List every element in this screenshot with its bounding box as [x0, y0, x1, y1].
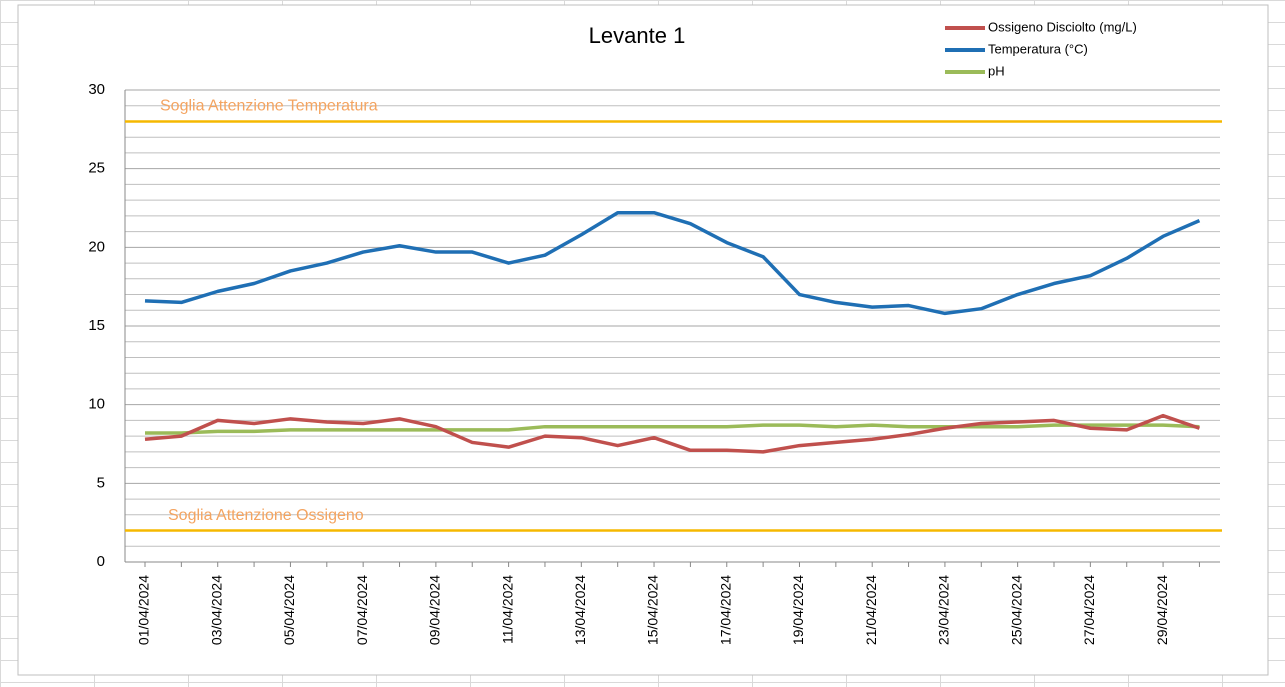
x-tick-label: 25/04/2024 [1008, 575, 1024, 645]
chart-title: Levante 1 [589, 23, 686, 48]
legend-label: Temperatura (°C) [988, 41, 1088, 56]
chart-area [17, 4, 1269, 676]
legend-label: pH [988, 63, 1005, 78]
y-tick-label: 10 [88, 396, 105, 413]
x-tick-label: 03/04/2024 [208, 575, 224, 645]
x-tick-label: 13/04/2024 [572, 575, 588, 645]
series-line [144, 413, 1201, 454]
series-line [145, 423, 1200, 435]
x-tick-label: 11/04/2024 [499, 575, 515, 644]
x-tick-label: 15/04/2024 [645, 575, 661, 645]
x-tick-label: 05/04/2024 [281, 575, 297, 645]
y-tick-label: 0 [97, 553, 105, 570]
threshold-label: Soglia Attenzione Temperatura [160, 98, 378, 115]
x-tick-label: 23/04/2024 [936, 575, 952, 645]
legend-label: Ossigeno Disciolto (mg/L) [988, 19, 1137, 34]
x-tick-label: 17/04/2024 [717, 575, 733, 645]
series-line [144, 210, 1201, 316]
y-tick-label: 15 [88, 317, 105, 334]
x-tick-label: 21/04/2024 [863, 575, 879, 645]
x-tick-label: 27/04/2024 [1081, 575, 1097, 645]
x-tick-label: 01/04/2024 [136, 575, 152, 645]
y-tick-label: 30 [88, 81, 105, 98]
threshold-label: Soglia Attenzione Ossigeno [168, 507, 364, 524]
x-tick-label: 19/04/2024 [790, 575, 806, 645]
y-tick-label: 25 [88, 160, 105, 177]
x-tick-label: 09/04/2024 [427, 575, 443, 645]
y-tick-label: 20 [88, 238, 105, 255]
x-tick-label: 07/04/2024 [354, 575, 370, 645]
y-tick-label: 5 [97, 474, 105, 491]
x-tick-label: 29/04/2024 [1154, 575, 1170, 645]
